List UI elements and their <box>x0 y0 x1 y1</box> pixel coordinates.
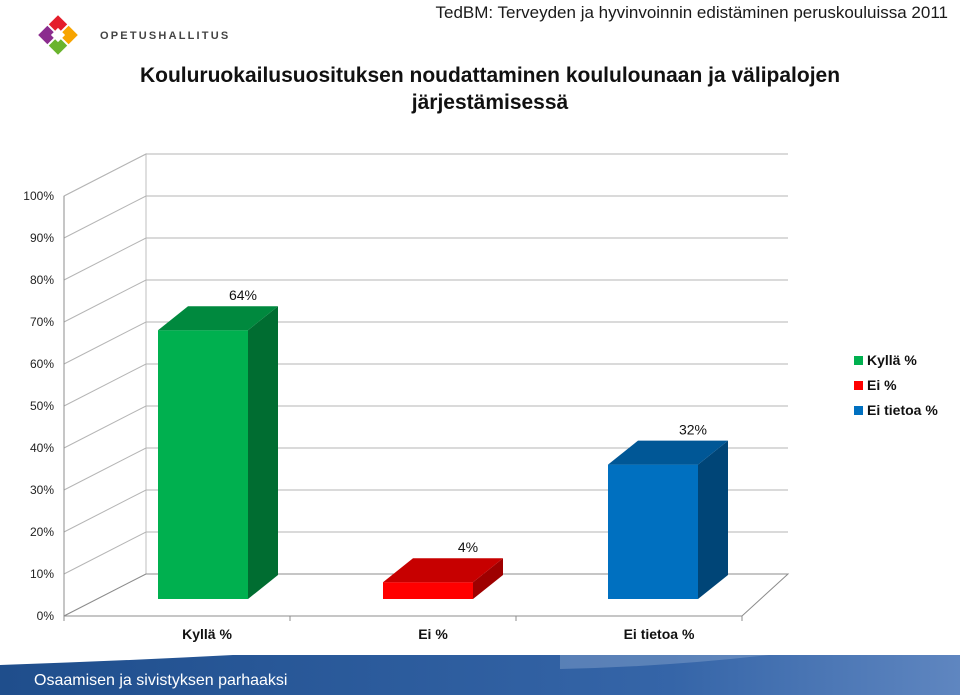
gridline <box>63 237 788 281</box>
y-tick-label: 30% <box>30 483 54 497</box>
legend-item: Ei tietoa % <box>854 401 938 419</box>
chart-bars <box>158 306 728 599</box>
legend-label: Kyllä % <box>867 352 917 368</box>
bar-ei-tietoa <box>608 440 728 599</box>
x-tick-label: Ei % <box>418 626 448 642</box>
legend-item: Ei % <box>854 376 897 394</box>
svg-text:OPETUSHALLITUS: OPETUSHALLITUS <box>100 30 230 42</box>
y-tick-label: 100% <box>23 189 54 203</box>
bar-side <box>698 440 728 599</box>
y-tick-label: 70% <box>30 315 54 329</box>
gridline <box>63 195 788 239</box>
bar-top <box>608 440 728 465</box>
footer-text: Osaamisen ja sivistyksen parhaaksi <box>34 672 288 689</box>
data-label: 32% <box>679 422 707 438</box>
x-tick-label: Ei tietoa % <box>624 626 695 642</box>
footer-band <box>0 655 960 695</box>
legend-swatch <box>854 355 863 365</box>
data-label: 64% <box>229 287 257 303</box>
slide-title: Kouluruokailusuosituksen noudattaminen k… <box>80 62 900 116</box>
opetushallitus-logo: OPETUSHALLITUS <box>38 15 230 55</box>
y-tick-label: 60% <box>30 357 54 371</box>
gridline <box>63 153 788 197</box>
y-tick-label: 50% <box>30 399 54 413</box>
legend-swatch <box>854 405 863 415</box>
bar-front <box>383 582 473 599</box>
legend-label: Ei tietoa % <box>867 402 938 418</box>
gridline <box>63 447 788 491</box>
legend-label: Ei % <box>867 377 897 393</box>
bar-kylla <box>158 306 278 599</box>
y-tick-label: 80% <box>30 273 54 287</box>
gridline <box>63 531 788 575</box>
y-tick-label: 10% <box>30 567 54 581</box>
bar-ei <box>383 558 503 599</box>
data-label: 4% <box>458 539 478 555</box>
y-tick-label: 90% <box>30 231 54 245</box>
slide-title-line-1: Kouluruokailusuosituksen noudattaminen k… <box>139 64 841 87</box>
gridline <box>63 363 788 407</box>
gridline <box>63 405 788 449</box>
legend-item: Kyllä % <box>854 351 917 369</box>
bar-top <box>383 558 503 583</box>
y-tick-label: 40% <box>30 441 54 455</box>
slide-title-line-2: järjestämisessä <box>411 91 569 114</box>
y-tick-label: 0% <box>37 609 55 623</box>
gridline <box>63 489 788 533</box>
x-tick-label: Kyllä % <box>182 626 232 642</box>
legend-swatch <box>854 380 863 390</box>
bar-top <box>158 306 278 331</box>
chart-labels: 0% 10% 20% 30% 40% 50% 60% 70% 80% 90% 100% 64% Kyll… <box>23 189 707 642</box>
gridline <box>63 279 788 323</box>
bar-side <box>248 306 278 599</box>
gridline <box>63 321 788 365</box>
report-title: TedBM: Terveyden ja hyvinvoinnin edistäm… <box>435 3 948 22</box>
bar-front <box>158 330 248 599</box>
y-tick-label: 20% <box>30 525 54 539</box>
bar-side <box>473 558 503 599</box>
bar-front <box>608 464 698 599</box>
